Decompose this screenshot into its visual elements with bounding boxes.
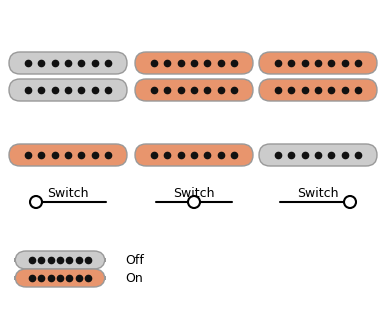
Text: On: On — [125, 271, 143, 284]
Circle shape — [344, 196, 356, 208]
Text: Switch: Switch — [297, 187, 339, 200]
FancyBboxPatch shape — [259, 79, 377, 101]
FancyBboxPatch shape — [135, 144, 253, 166]
Circle shape — [188, 196, 200, 208]
FancyBboxPatch shape — [9, 79, 127, 101]
FancyBboxPatch shape — [135, 52, 253, 74]
FancyBboxPatch shape — [259, 52, 377, 74]
Text: Switch: Switch — [173, 187, 215, 200]
FancyBboxPatch shape — [9, 144, 127, 166]
Circle shape — [30, 196, 42, 208]
Text: Switch: Switch — [47, 187, 89, 200]
FancyBboxPatch shape — [9, 52, 127, 74]
FancyBboxPatch shape — [135, 79, 253, 101]
FancyBboxPatch shape — [15, 269, 105, 287]
FancyBboxPatch shape — [259, 144, 377, 166]
Text: Off: Off — [125, 254, 144, 266]
FancyBboxPatch shape — [15, 251, 105, 269]
